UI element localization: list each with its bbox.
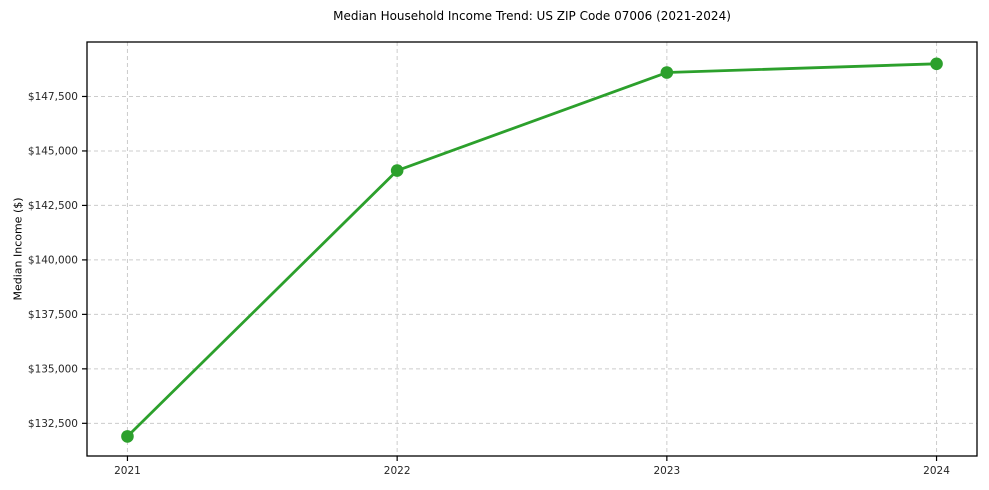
y-tick-label: $147,500 <box>28 91 78 103</box>
plot-border <box>86 41 978 457</box>
y-tick-label: $132,500 <box>28 418 78 430</box>
data-point-2021 <box>121 430 134 443</box>
y-tick-label: $140,000 <box>28 254 78 266</box>
data-point-2024 <box>930 57 943 71</box>
x-tick-label: 2021 <box>114 465 141 477</box>
y-tick-label: $137,500 <box>28 309 78 321</box>
data-point-2022 <box>390 164 404 177</box>
chart-title: Median Household Income Trend: US ZIP Co… <box>333 9 731 23</box>
x-tick-label: 2024 <box>923 465 950 477</box>
y-tick-label: $135,000 <box>28 363 78 375</box>
trend-line <box>126 62 938 438</box>
data-point-2023 <box>660 66 674 79</box>
x-tick-label: 2022 <box>384 465 411 477</box>
y-tick-label: $145,000 <box>28 145 78 157</box>
x-tick-label: 2023 <box>653 465 680 477</box>
y-tick-label: $142,500 <box>28 200 78 212</box>
